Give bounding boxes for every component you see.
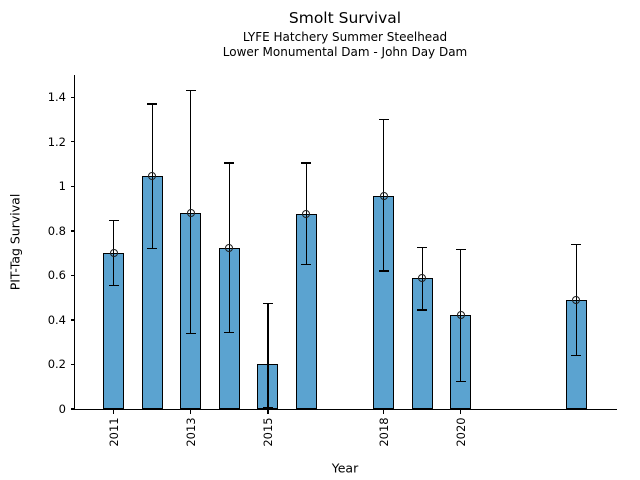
point-marker-2012 — [148, 172, 157, 181]
error-bar-cap-low-2016 — [301, 263, 312, 265]
x-axis-tick — [460, 409, 462, 414]
error-bar-cap-low-2011 — [108, 284, 119, 287]
y-axis-tick-label: 1.4 — [47, 90, 66, 105]
y-axis-tick — [70, 274, 75, 277]
x-axis-tick-label: 2015 — [260, 417, 275, 447]
point-marker-2018 — [379, 192, 388, 201]
point-marker-2014 — [225, 243, 234, 252]
error-bar-cap-high-2019 — [417, 246, 428, 249]
point-marker-2020 — [456, 311, 465, 320]
plot-area: 0 0.2 0.4 0.6 0.8 1 1.2 1.4 2011 2013 2015 2018 2020 — [48, 75, 617, 447]
error-bar-cap-low-2023 — [571, 354, 582, 357]
error-bar-cap-low-2012 — [147, 248, 158, 250]
x-axis-tick-label: 2011 — [106, 417, 121, 447]
error-bar-cap-high-2016 — [301, 162, 312, 164]
error-bar-cap-high-2013 — [185, 89, 196, 92]
y-axis-tick — [70, 185, 75, 187]
y-axis-tick — [70, 141, 75, 143]
error-bar-cap-high-2012 — [147, 103, 158, 105]
y-axis-tick — [70, 96, 75, 98]
error-bar-cap-low-2015 — [262, 407, 273, 409]
y-axis-label: PIT-Tag Survival — [7, 193, 23, 291]
error-bar-cap-low-2019 — [417, 309, 428, 311]
chart-subtitle-line2: Lower Monumental Dam - John Day Dam — [222, 45, 468, 59]
chart-title: Smolt Survival — [288, 9, 402, 27]
y-axis-tick — [70, 230, 75, 232]
x-axis-tick — [112, 409, 115, 414]
x-axis-tick — [382, 409, 385, 414]
error-bar-cap-high-2014 — [224, 162, 235, 164]
y-axis-tick-label: 0 — [58, 402, 66, 416]
error-bar-cap-low-2013 — [185, 332, 196, 334]
y-axis-tick-label: 0.2 — [47, 357, 66, 372]
error-bar-cap-high-2023 — [571, 243, 582, 245]
y-axis-tick — [70, 408, 75, 410]
error-bar-cap-low-2018 — [378, 270, 389, 272]
x-axis-tick — [190, 409, 192, 414]
y-axis-tick-label: 1 — [58, 179, 66, 194]
point-marker-2023 — [572, 295, 581, 304]
x-axis-tick-label: 2018 — [376, 417, 391, 447]
x-axis-label: Year — [331, 460, 359, 476]
error-bar-cap-high-2020 — [455, 249, 466, 251]
y-axis-tick-label: 0.4 — [47, 312, 66, 327]
x-axis-tick-label: 2013 — [183, 417, 198, 447]
y-axis-tick — [70, 319, 75, 321]
error-bar-cap-low-2014 — [224, 331, 235, 333]
y-axis-tick — [70, 363, 75, 366]
point-marker-2019 — [418, 273, 427, 282]
y-axis-tick-label: 0.8 — [47, 223, 66, 238]
error-bar-cap-high-2011 — [108, 220, 119, 222]
x-axis-tick-label: 2020 — [453, 417, 468, 447]
point-marker-2011 — [109, 249, 118, 258]
error-bar-cap-high-2018 — [378, 118, 389, 121]
y-axis-tick-label: 1.2 — [47, 134, 66, 149]
error-bar-cap-low-2020 — [455, 380, 466, 382]
y-axis-tick-label: 0.6 — [47, 268, 66, 283]
error-bar-line-2015 — [267, 303, 269, 408]
error-bar-cap-high-2015 — [262, 302, 273, 304]
point-marker-2016 — [302, 210, 311, 219]
chart-subtitle-line1: LYFE Hatchery Summer Steelhead — [242, 30, 448, 44]
x-axis-tick — [267, 409, 269, 414]
point-marker-2013 — [186, 209, 195, 218]
